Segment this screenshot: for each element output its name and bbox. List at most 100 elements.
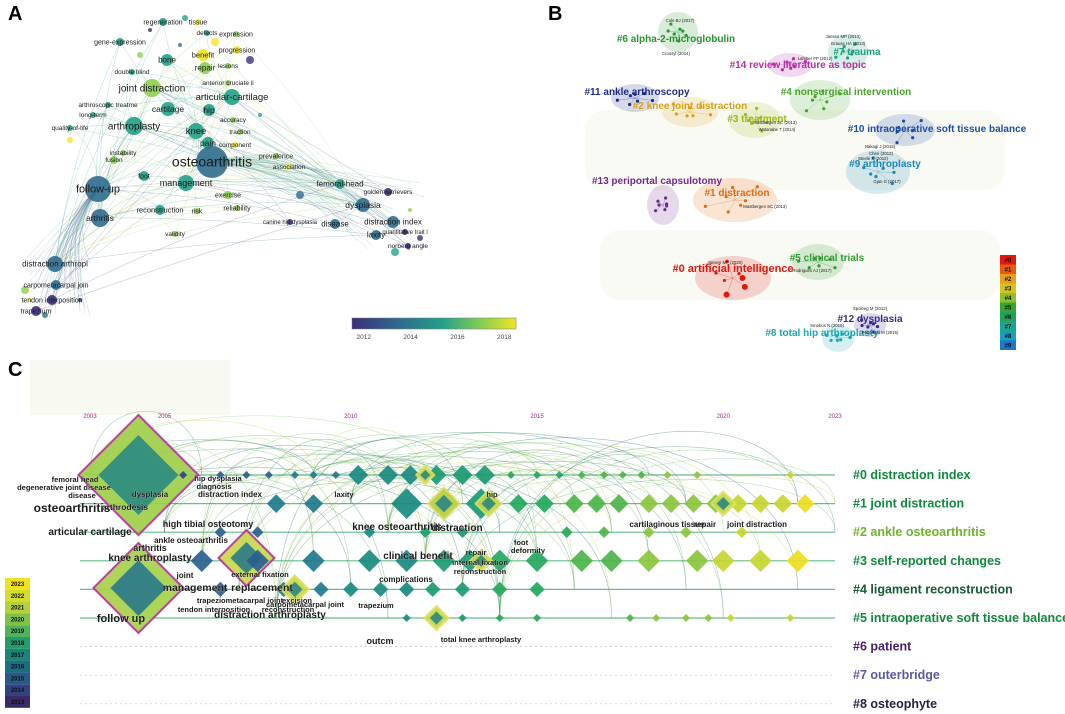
edge-association-distraction-arthropl [54,166,290,265]
cluster-edge-1 [734,186,758,201]
edge-bundle-right [211,160,393,227]
edge-gene-expression-osteoarthritis [119,41,213,163]
edge-bundle-right [211,161,394,210]
node-lesions [225,63,231,69]
cluster-edge-13 [655,204,664,211]
cluster-edge-12 [862,324,871,326]
year-swatch-2014 [5,684,30,696]
keyword-arthrodesis-8: arthrodesis [102,502,149,512]
edge-bundle-right [211,161,400,238]
node-bone [161,54,173,66]
cluster-edge-11 [629,97,636,105]
label-fusion: fusion [105,157,123,164]
node-femoral-head [335,179,345,189]
year-legend-2015: 2015 [11,676,25,682]
node-minor [417,235,423,241]
edge-joint-distraction-arthritis [99,87,153,219]
edge-distraction-arthropl-osteoarthritis [54,161,213,265]
edge-hip-follow-up [97,109,210,190]
label-distraction-arthropl: distraction arthropl [22,260,88,269]
node-minor [182,15,188,21]
edge-prevalence-femoral-head [275,155,341,185]
node-lane0-3 [264,471,273,479]
label-articular-cartilage: articular-cartilage [196,92,269,103]
cluster-edge-0 [732,273,740,279]
edge-validity-knee [174,130,197,235]
edge-expression-knee [195,33,237,132]
cluster-label-8: #8 total hip arthroplasty [765,328,879,339]
arc-17 [275,438,463,619]
node-lane2-2 [363,526,376,538]
year-legend-2018: 2018 [11,641,25,647]
node-lane4-0 [212,581,228,597]
cluster-edge-1 [734,199,746,201]
edge-golden-retrievers-arthroplasty [133,125,389,193]
cluster-label-4: #4 nonsurgical intervention [781,87,912,98]
cluster-label-6: #6 patient [853,640,912,654]
cluster-node-13 [663,208,667,212]
node-lane5-5 [652,614,661,622]
author-16: Ponemed M (2015) [862,330,899,335]
edge-bundle-right [211,161,372,194]
keyword-repair-40: repair [694,520,716,529]
keyword-knee-arthroplasty-13: knee arthroplasty [108,553,192,564]
legend-label-3: #3 [1005,287,1012,293]
edge-repair-arthritis [99,67,206,219]
cluster-edge-8 [837,337,841,340]
keyword-joint-14: joint [176,571,194,580]
node-lane1-8 [587,494,606,513]
label-golden-retrievers: golden-retrievers [364,189,414,196]
label-benefit: benefit [192,51,215,60]
cluster-node-5 [828,257,832,261]
author-13: Rodrigues AJ (2017) [792,268,832,273]
node-lane3-9 [570,549,593,572]
node-management [178,175,194,191]
legend-label-1: #1 [1005,268,1012,274]
edge-follow-up-articular-cartilage [97,96,233,190]
node-disease [330,219,340,229]
cluster-label-12: #12 dysplasia [837,314,902,325]
edge-bundle-right [211,157,401,221]
node-reliability [234,205,240,211]
timeline-year-axis: 2003 2005 2010 2015 2020 2023 [83,414,842,420]
cluster-node-12 [872,330,876,334]
keyword-articular-cartilage-10: articular cartilage [48,527,132,538]
edge-bundle-right [211,161,352,214]
node-laxity [371,230,381,240]
node-lane5-3 [533,614,541,622]
year-legend-2014: 2014 [11,688,25,694]
node-emph-core-4 [420,470,431,480]
node-dysplasia [356,198,370,212]
edge-follow-up-femoral-head [97,180,341,190]
legend-swatch-4 [1000,293,1016,303]
edge-benefit-femoral-head [202,54,341,185]
legend-label-6: #6 [1005,315,1012,321]
edge-canine-hip-dysplasia-joint-distraction [151,87,291,223]
cluster-node-4 [821,89,825,93]
cluster-node-8 [848,335,852,340]
cluster-node-14 [791,57,796,61]
node-defects [204,30,210,36]
cluster-node-14 [789,66,793,70]
cluster-edge-4 [819,99,827,103]
label-expression: expression [219,31,253,38]
node-minor [258,113,262,117]
edge-cartilage-femoral-head [167,108,341,185]
year-2005: 2005 [158,414,172,420]
arc-30 [313,456,538,476]
node-long-term [90,112,96,118]
node-lane0-4 [290,471,299,479]
label-risk: risk [192,208,203,215]
edge-fusion-dysplasia [113,159,364,206]
node-minor [67,137,73,143]
edge-bundle-right [211,161,397,224]
edge-reliability-distraction-arthropl [54,207,238,265]
keyword-knee-osteoarthritis-26: knee osteoarthritis [352,522,442,533]
edge-risk-distraction-arthropl [54,210,198,265]
keyword-hip-32: hip [486,490,498,499]
label-pain: pain [200,138,216,148]
edge-bundle-right [211,161,380,188]
cluster-edge-5 [817,261,836,268]
cluster-node-10 [910,128,915,133]
cluster-edge-14 [789,61,806,66]
